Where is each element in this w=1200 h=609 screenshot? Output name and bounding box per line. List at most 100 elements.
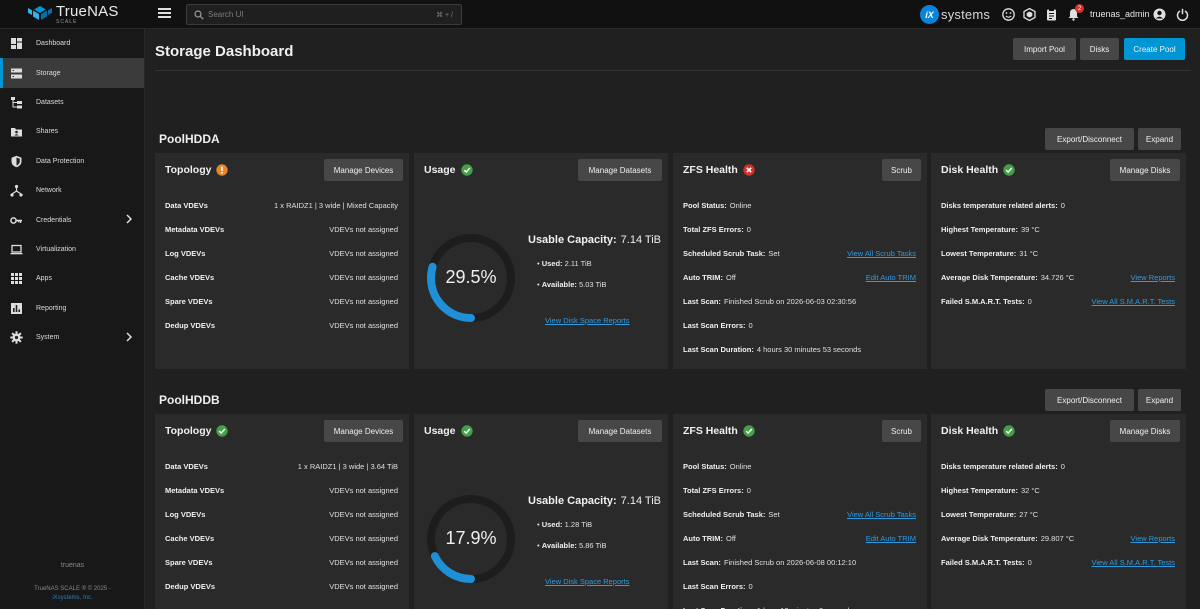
truecommand-icon[interactable]	[1023, 8, 1036, 21]
info-row: Average Disk Temperature: 29.807 °C View R…	[941, 532, 1175, 544]
info-value: 0	[1060, 461, 1065, 471]
info-value: Off	[726, 533, 736, 543]
info-key: Lowest Temperature:	[941, 509, 1017, 519]
view-disk-space-reports-link[interactable]: View Disk Space Reports	[545, 316, 630, 325]
info-value: VDEVs not assigned	[329, 296, 398, 306]
manage-disks-button[interactable]: Manage Disks	[1110, 420, 1180, 442]
usage-gauge	[427, 495, 515, 583]
usage-percent: 29.5%	[445, 267, 497, 287]
search-input[interactable]	[208, 10, 418, 19]
info-key: Pool Status:	[683, 200, 727, 210]
sidebar-item-credentials[interactable]: Credentials	[0, 205, 144, 234]
sidebar-item-label: Dashboard	[36, 40, 71, 48]
info-row: Last Scan Duration:1 hour 12 minutes 0 s…	[683, 604, 916, 609]
menu-toggle-icon[interactable]	[158, 8, 171, 20]
sidebar-item-network[interactable]: Network	[0, 176, 144, 205]
jobs-clipboard-icon[interactable]	[1045, 8, 1058, 21]
used-label: Used:	[541, 259, 563, 268]
search-box[interactable]: ⌘ + /	[186, 4, 462, 25]
expand-button[interactable]: Expand	[1138, 389, 1181, 411]
view-disk-space-reports-link[interactable]: View Disk Space Reports	[545, 577, 630, 586]
info-row: Total ZFS Errors: 0	[683, 484, 916, 496]
sidebar-item-datasets[interactable]: Datasets	[0, 88, 144, 117]
copyright-text: TrueNAS SCALE ® © 2025 -	[34, 586, 111, 592]
info-value: 0	[748, 581, 753, 591]
usable-capacity-value: 7.14 TiB	[620, 495, 662, 507]
sidebar-item-shares[interactable]: Shares	[0, 117, 144, 146]
sidebar-item-label: Shares	[36, 128, 59, 136]
info-row: Last Scan: Finished Scrub on 2026-06-03 0…	[683, 295, 916, 307]
feedback-icon[interactable]	[1002, 8, 1015, 21]
info-key: Average Disk Temperature:	[941, 272, 1038, 282]
edit-auto-trim-link[interactable]: Edit Auto TRIM	[865, 272, 916, 282]
sidebar-item-dashboard[interactable]: Dashboard	[0, 29, 144, 58]
info-value: VDEVs not assigned	[329, 224, 398, 234]
manage-datasets-button[interactable]: Manage Datasets	[578, 159, 662, 181]
topology-card: Topology Manage Devices Data VDEVs 1 x RAID…	[155, 153, 409, 369]
info-value: VDEVs not assigned	[329, 485, 398, 495]
info-key: Dedup VDEVs	[165, 320, 216, 330]
export-disconnect-button[interactable]: Export/Disconnect	[1045, 389, 1134, 411]
expand-button[interactable]: Expand	[1138, 128, 1181, 150]
info-value: VDEVs not assigned	[329, 509, 398, 519]
ix-text: systems	[941, 7, 991, 22]
sidebar-item-virtualization[interactable]: Virtualization	[0, 235, 144, 264]
apps-icon	[10, 272, 23, 285]
sidebar: Dashboard Storage Datasets Shares Data Prote…	[0, 29, 145, 609]
info-key: Last Scan Errors:	[683, 581, 746, 591]
used-capacity: • Used: 1.28 TiB	[537, 520, 593, 529]
view-reports-link[interactable]: View Reports	[1130, 272, 1175, 282]
info-key: Pool Status:	[683, 461, 727, 471]
notification-count-badge: 2	[1075, 4, 1084, 13]
usage-card: Usage Manage Datasets 29.5% Usable Capacity…	[414, 153, 668, 369]
main-content: Storage Dashboard Import Pool Disks Crea…	[146, 29, 1200, 609]
username-label[interactable]: truenas_admin	[1090, 9, 1150, 19]
view-all-scrub-tasks-link[interactable]: View All Scrub Tasks	[847, 509, 916, 519]
info-value: 1 x RAIDZ1 | 3 wide | 3.64 TiB	[297, 461, 398, 471]
scrub-button[interactable]: Scrub	[882, 420, 921, 442]
company-link[interactable]: iXsystems, Inc.	[52, 595, 93, 601]
import-pool-button[interactable]: Import Pool	[1013, 38, 1076, 60]
view-reports-link[interactable]: View Reports	[1130, 533, 1175, 543]
power-icon[interactable]	[1176, 8, 1189, 21]
card-title-text: ZFS Health	[683, 164, 738, 176]
app-name: TrueNAS	[56, 2, 119, 20]
sidebar-item-system[interactable]: System	[0, 323, 144, 352]
manage-disks-button[interactable]: Manage Disks	[1110, 159, 1180, 181]
info-row: Cache VDEVs VDEVs not assigned	[165, 271, 398, 283]
export-disconnect-button[interactable]: Export/Disconnect	[1045, 128, 1134, 150]
sidebar-item-data-protection[interactable]: Data Protection	[0, 147, 144, 176]
view-all-smart-tests-link[interactable]: View All S.M.A.R.T. Tests	[1091, 557, 1176, 567]
info-key: Last Scan:	[683, 296, 721, 306]
gear-icon	[10, 331, 23, 344]
info-value: 32 °C	[1020, 485, 1040, 495]
info-key: Data VDEVs	[165, 200, 208, 210]
info-value: Online	[729, 461, 752, 471]
user-account-icon[interactable]	[1153, 8, 1166, 21]
truenas-logo[interactable]: TrueNAS SCALE	[28, 4, 119, 24]
info-value: 0	[748, 320, 753, 330]
disks-button[interactable]: Disks	[1080, 38, 1119, 60]
usable-capacity-label: Usable Capacity:	[528, 495, 617, 507]
info-value: 31 °C	[1019, 248, 1039, 258]
scrub-button[interactable]: Scrub	[882, 159, 921, 181]
usage-gauge	[427, 234, 515, 322]
info-value: VDEVs not assigned	[329, 320, 398, 330]
info-key: Average Disk Temperature:	[941, 533, 1038, 543]
view-all-smart-tests-link[interactable]: View All S.M.A.R.T. Tests	[1091, 296, 1176, 306]
sidebar-item-apps[interactable]: Apps	[0, 264, 144, 293]
manage-datasets-button[interactable]: Manage Datasets	[578, 420, 662, 442]
available-value: 5.03 TiB	[578, 280, 607, 289]
ixsystems-logo[interactable]: iX systems	[920, 5, 990, 24]
sidebar-item-storage[interactable]: Storage	[0, 58, 144, 89]
info-value: 4 hours 30 minutes 53 seconds	[756, 344, 862, 354]
create-pool-button[interactable]: Create Pool	[1124, 38, 1185, 60]
info-row: Disks temperature related alerts: 0	[941, 460, 1175, 472]
pool-name: PoolHDDB	[159, 393, 220, 407]
datasets-icon	[10, 96, 23, 109]
sidebar-item-reporting[interactable]: Reporting	[0, 294, 144, 323]
view-all-scrub-tasks-link[interactable]: View All Scrub Tasks	[847, 248, 916, 258]
manage-devices-button[interactable]: Manage Devices	[324, 420, 403, 442]
manage-devices-button[interactable]: Manage Devices	[324, 159, 403, 181]
edit-auto-trim-link[interactable]: Edit Auto TRIM	[865, 533, 916, 543]
